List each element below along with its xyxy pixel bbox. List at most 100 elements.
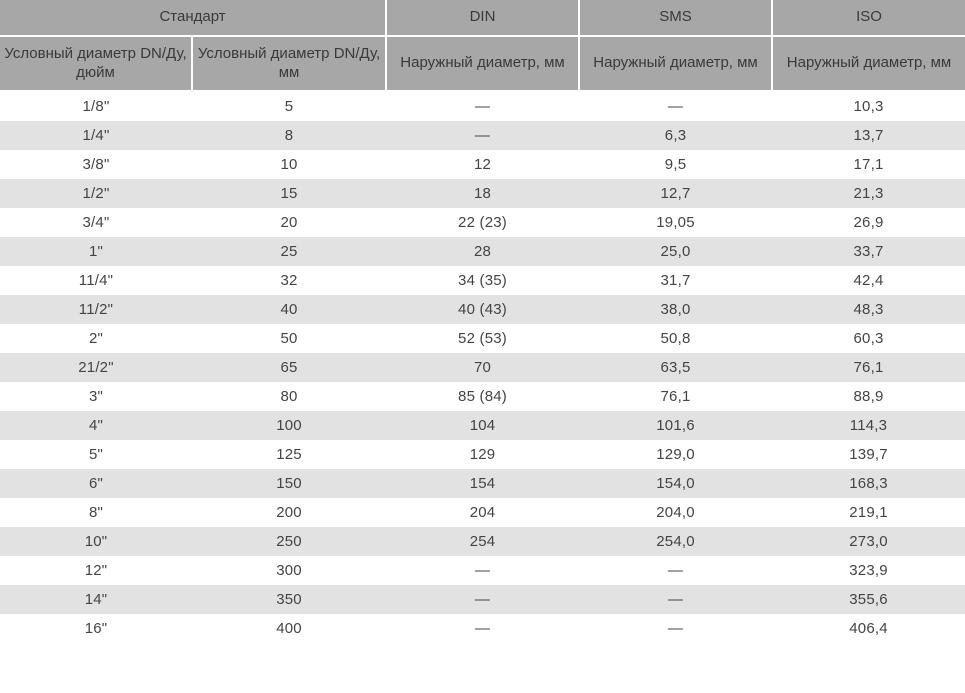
header-din: DIN <box>386 0 579 36</box>
header-od-din: Наружный диаметр, мм <box>386 36 579 92</box>
cell-mm: 50 <box>192 324 386 353</box>
cell-inch: 16" <box>0 614 192 643</box>
cell-sms: 38,0 <box>579 295 772 324</box>
table-row: 4"100104101,6114,3 <box>0 411 965 440</box>
cell-iso: 42,4 <box>772 266 965 295</box>
table-row: 11/2"4040 (43)38,048,3 <box>0 295 965 324</box>
cell-sms: 254,0 <box>579 527 772 556</box>
cell-mm: 8 <box>192 121 386 150</box>
header-sms: SMS <box>579 0 772 36</box>
cell-sms: 31,7 <box>579 266 772 295</box>
cell-sms: — <box>579 91 772 121</box>
table-row: 1/8"5——10,3 <box>0 91 965 121</box>
header-iso: ISO <box>772 0 965 36</box>
cell-iso: 13,7 <box>772 121 965 150</box>
cell-din: 104 <box>386 411 579 440</box>
cell-mm: 10 <box>192 150 386 179</box>
cell-inch: 14" <box>0 585 192 614</box>
cell-mm: 40 <box>192 295 386 324</box>
cell-din: 254 <box>386 527 579 556</box>
cell-din: 28 <box>386 237 579 266</box>
cell-inch: 12" <box>0 556 192 585</box>
cell-iso: 114,3 <box>772 411 965 440</box>
table-row: 8"200204204,0219,1 <box>0 498 965 527</box>
cell-din: 22 (23) <box>386 208 579 237</box>
table-row: 11/4"3234 (35)31,742,4 <box>0 266 965 295</box>
cell-sms: 76,1 <box>579 382 772 411</box>
table-header-row-2: Условный диаметр DN/Ду, дюйм Условный ди… <box>0 36 965 92</box>
cell-iso: 60,3 <box>772 324 965 353</box>
cell-iso: 406,4 <box>772 614 965 643</box>
cell-mm: 5 <box>192 91 386 121</box>
table-row: 2"5052 (53)50,860,3 <box>0 324 965 353</box>
cell-inch: 4" <box>0 411 192 440</box>
cell-sms: 25,0 <box>579 237 772 266</box>
cell-sms: 101,6 <box>579 411 772 440</box>
table-row: 1/4"8—6,313,7 <box>0 121 965 150</box>
cell-mm: 100 <box>192 411 386 440</box>
cell-iso: 168,3 <box>772 469 965 498</box>
cell-din: 85 (84) <box>386 382 579 411</box>
cell-iso: 17,1 <box>772 150 965 179</box>
cell-mm: 200 <box>192 498 386 527</box>
pipe-standards-table: Стандарт DIN SMS ISO Условный диаметр DN… <box>0 0 965 643</box>
cell-sms: 63,5 <box>579 353 772 382</box>
cell-iso: 273,0 <box>772 527 965 556</box>
cell-mm: 125 <box>192 440 386 469</box>
cell-mm: 25 <box>192 237 386 266</box>
cell-din: 129 <box>386 440 579 469</box>
table-row: 5"125129129,0139,7 <box>0 440 965 469</box>
cell-mm: 15 <box>192 179 386 208</box>
table-header-row-1: Стандарт DIN SMS ISO <box>0 0 965 36</box>
cell-inch: 3" <box>0 382 192 411</box>
cell-iso: 219,1 <box>772 498 965 527</box>
cell-sms: 129,0 <box>579 440 772 469</box>
cell-mm: 80 <box>192 382 386 411</box>
cell-sms: 9,5 <box>579 150 772 179</box>
cell-inch: 8" <box>0 498 192 527</box>
cell-din: — <box>386 585 579 614</box>
cell-inch: 3/8" <box>0 150 192 179</box>
cell-sms: 154,0 <box>579 469 772 498</box>
cell-inch: 3/4" <box>0 208 192 237</box>
cell-inch: 1" <box>0 237 192 266</box>
cell-sms: 50,8 <box>579 324 772 353</box>
cell-din: 154 <box>386 469 579 498</box>
cell-sms: — <box>579 556 772 585</box>
cell-iso: 21,3 <box>772 179 965 208</box>
table-row: 3/8"10129,517,1 <box>0 150 965 179</box>
cell-iso: 26,9 <box>772 208 965 237</box>
cell-iso: 323,9 <box>772 556 965 585</box>
cell-mm: 20 <box>192 208 386 237</box>
cell-din: 204 <box>386 498 579 527</box>
table-row: 3"8085 (84)76,188,9 <box>0 382 965 411</box>
table-row: 21/2"657063,576,1 <box>0 353 965 382</box>
cell-din: 52 (53) <box>386 324 579 353</box>
table-row: 12"300——323,9 <box>0 556 965 585</box>
cell-inch: 5" <box>0 440 192 469</box>
cell-sms: — <box>579 585 772 614</box>
cell-inch: 1/2" <box>0 179 192 208</box>
table-row: 10"250254254,0273,0 <box>0 527 965 556</box>
cell-sms: — <box>579 614 772 643</box>
cell-din: — <box>386 556 579 585</box>
cell-inch: 11/2" <box>0 295 192 324</box>
cell-iso: 48,3 <box>772 295 965 324</box>
table-row: 1/2"151812,721,3 <box>0 179 965 208</box>
cell-sms: 6,3 <box>579 121 772 150</box>
cell-din: 70 <box>386 353 579 382</box>
table-row: 14"350——355,6 <box>0 585 965 614</box>
header-dn-mm: Условный диаметр DN/Ду, мм <box>192 36 386 92</box>
table-row: 1"252825,033,7 <box>0 237 965 266</box>
cell-iso: 76,1 <box>772 353 965 382</box>
cell-din: 12 <box>386 150 579 179</box>
cell-mm: 65 <box>192 353 386 382</box>
cell-inch: 10" <box>0 527 192 556</box>
cell-mm: 400 <box>192 614 386 643</box>
cell-iso: 139,7 <box>772 440 965 469</box>
header-od-sms: Наружный диаметр, мм <box>579 36 772 92</box>
cell-sms: 19,05 <box>579 208 772 237</box>
cell-inch: 1/4" <box>0 121 192 150</box>
cell-inch: 2" <box>0 324 192 353</box>
cell-sms: 204,0 <box>579 498 772 527</box>
